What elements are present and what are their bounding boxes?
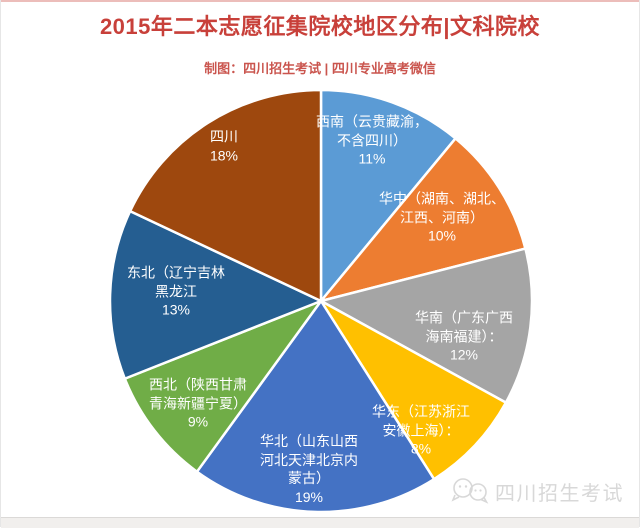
slice-label-line: 黑龙江 bbox=[155, 282, 197, 299]
slice-label-line: 华北（山东山西 bbox=[260, 433, 358, 449]
slice-label-line: 四川 bbox=[210, 128, 238, 145]
slice-label-line: 18% bbox=[209, 147, 239, 163]
bottom-strip bbox=[1, 517, 639, 528]
slice-label-line: 江西、河南） bbox=[400, 208, 484, 225]
pie-slice-6 bbox=[123, 299, 323, 473]
slice-label-line: 不含四川） bbox=[337, 131, 407, 148]
slice-label-line: 西南（云贵藏渝， bbox=[316, 113, 428, 130]
slice-label-line: 12% bbox=[449, 346, 479, 363]
pie-slice-5 bbox=[195, 299, 436, 514]
pie-slice-label-8: 四川 18% bbox=[210, 128, 238, 165]
pie-slice-label-5: 华北（山东山西 河北天津北京内 蒙古） 19% bbox=[260, 432, 358, 506]
pie-slice-1 bbox=[319, 88, 457, 303]
pie-slice-label-6: 西北（陕西甘肃 青海新疆宁夏） 9% bbox=[149, 375, 247, 431]
slice-label-line: 13% bbox=[161, 301, 191, 318]
slice-label-line: 东北（辽宁吉林 bbox=[127, 264, 225, 281]
pie-slice-label-1: 西南（云贵藏渝， 不含四川） 11% bbox=[316, 112, 428, 168]
page-title: 2015年二本志愿征集院校地区分布|文科院校 bbox=[99, 14, 541, 39]
slice-label-line: 青海新疆宁夏） bbox=[149, 394, 247, 411]
watermark: 四川招生考试 bbox=[451, 476, 624, 506]
pie-slice-label-3: 华南（广东广西 海南福建）： 12% bbox=[415, 308, 513, 364]
slice-label-line: 西北（陕西甘肃 bbox=[149, 376, 247, 393]
pie-slice-7 bbox=[108, 209, 323, 380]
slice-label-line: 蒙古） bbox=[288, 470, 330, 486]
slice-label-line: 华东（江苏浙江 bbox=[372, 403, 470, 420]
slice-label-line: 19% bbox=[294, 488, 324, 505]
slice-label-line: 11% bbox=[358, 150, 386, 167]
slice-label-line: 9% bbox=[187, 413, 209, 430]
pie-slice-label-4: 华东（江苏浙江 安徽上海）： 8% bbox=[372, 402, 470, 458]
wechat-logo-icon bbox=[451, 478, 489, 504]
pie-slice-label-7: 东北（辽宁吉林 黑龙江 13% bbox=[127, 263, 225, 319]
slice-label-line: 河北天津北京内 bbox=[260, 451, 358, 468]
slice-label-line: 华南（广东广西 bbox=[415, 309, 513, 326]
slice-label-line: 海南福建）： bbox=[425, 327, 503, 344]
slice-label-line: 华中（湖南、湖北、 bbox=[379, 190, 505, 207]
pie-slice-label-2: 华中（湖南、湖北、 江西、河南） 10% bbox=[379, 189, 505, 245]
slice-label-line: 10% bbox=[427, 227, 457, 244]
pie-slice-3 bbox=[319, 247, 534, 404]
top-accent-line bbox=[1, 0, 639, 2]
page-subtitle: 制图：四川招生考试 | 四川专业高考微信 bbox=[204, 61, 436, 76]
watermark-text: 四川招生考试 bbox=[495, 482, 624, 505]
slice-label-line: 8% bbox=[410, 440, 432, 457]
pie-slice-4 bbox=[319, 299, 508, 481]
slice-label-line: 安徽上海）： bbox=[382, 421, 460, 438]
pie-slice-8 bbox=[128, 88, 323, 303]
pie-slice-2 bbox=[319, 137, 527, 303]
